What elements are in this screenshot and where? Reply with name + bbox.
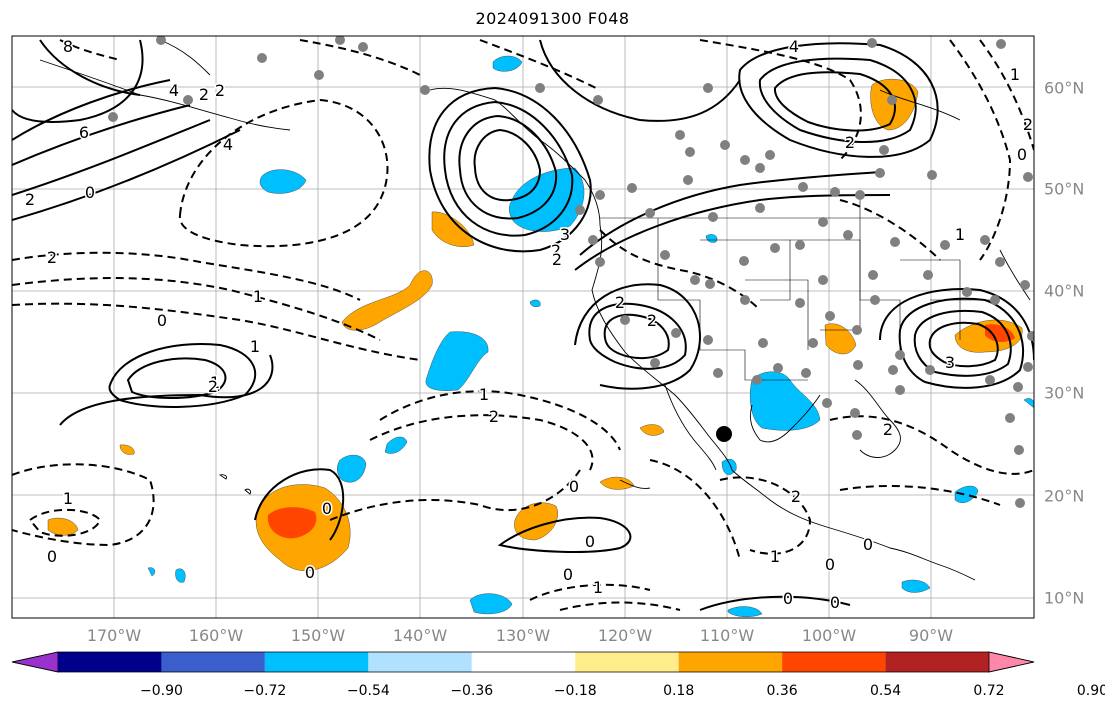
dashed-contours (12, 39, 1034, 611)
longitude-label: 120°W (597, 626, 653, 645)
latitude-label: 30°N (1044, 383, 1085, 403)
colorbar-tick-label: 0.18 (663, 683, 695, 699)
longitude-label: 110°W (699, 626, 755, 645)
colorbar-tick-label: 0.72 (973, 683, 1005, 699)
colorbar-tick-label: −0.54 (346, 683, 390, 699)
colorbar-extend-min (11, 651, 59, 673)
colorbar-extend-max (988, 651, 1035, 673)
colorbar-tick-label: −0.90 (139, 683, 183, 699)
colorbar-tick-label: 0.54 (869, 683, 902, 699)
colorbar-outline (11, 651, 1035, 673)
graticule (12, 36, 1034, 618)
longitude-label: 160°W (188, 626, 244, 645)
colorbar-segment (58, 652, 162, 672)
colorbar-segment (264, 652, 369, 672)
longitude-label: 100°W (801, 626, 857, 645)
map-title: 2024091300 F048 (475, 9, 630, 28)
colorbar-tick-label: −0.36 (450, 683, 494, 699)
station-dots (108, 36, 1034, 508)
longitude-label: 140°W (392, 626, 448, 645)
longitude-label: 150°W (290, 626, 346, 645)
colorbar-segment (885, 652, 989, 672)
map-frame (11, 35, 1035, 619)
colorbar-segment (161, 652, 265, 672)
latitude-label: 40°N (1044, 281, 1085, 301)
latitude-label: 10°N (1044, 588, 1085, 608)
longitude-label: 90°W (908, 626, 954, 645)
colorbar-segment (575, 652, 679, 672)
colorbar-tick-label: 0.36 (766, 683, 798, 699)
latitude-label: 50°N (1044, 179, 1085, 199)
strong-positive-shading (267, 324, 1015, 539)
colorbar-segment (782, 652, 886, 672)
colorbar-segment (368, 652, 472, 672)
colorbar-tick-label: 0.90 (1076, 683, 1105, 699)
colorbar (11, 651, 1035, 673)
colorbar-tick-label: −0.18 (553, 683, 597, 699)
longitude-label: 170°W (86, 626, 142, 645)
latitude-label: 60°N (1044, 78, 1085, 98)
highlighted-station-marker (716, 426, 732, 442)
colorbar-segment (678, 652, 783, 672)
latitude-label: 20°N (1044, 486, 1085, 506)
longitude-label: 130°W (495, 626, 551, 645)
colorbar-segment (471, 652, 576, 672)
colorbar-tick-label: −0.72 (243, 683, 287, 699)
